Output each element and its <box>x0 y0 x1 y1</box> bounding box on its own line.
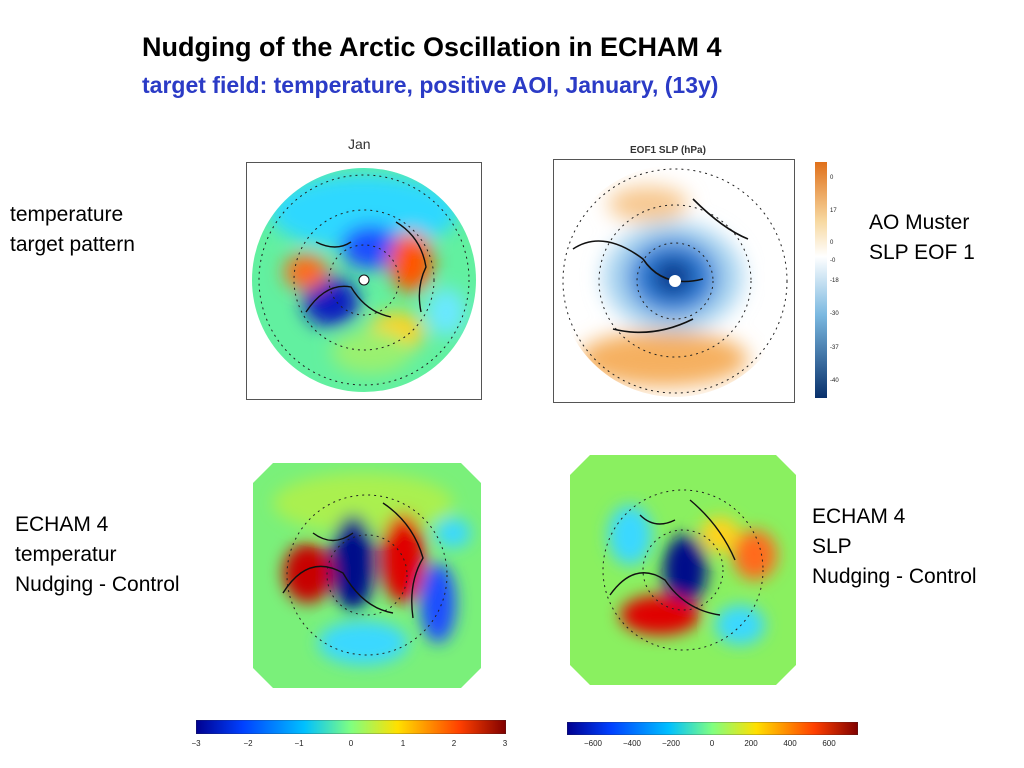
map-title-eof1: EOF1 SLP (hPa) <box>630 145 706 156</box>
slp-eof1-map <box>553 159 795 403</box>
slide-subtitle: target field: temperature, positive AOI,… <box>142 72 719 98</box>
map-title-jan: Jan <box>348 136 371 152</box>
temperature-target-map <box>246 162 482 400</box>
slp-colorbar <box>566 721 859 740</box>
eof-colorbar <box>815 162 827 403</box>
caption-echam-slp: ECHAM 4 SLP Nudging - Control <box>812 505 977 588</box>
echam-slp-map <box>570 455 796 685</box>
caption-echam-temperature: ECHAM 4 temperatur Nudging - Control <box>15 513 180 596</box>
temperature-colorbar <box>195 719 507 739</box>
echam-temperature-map <box>253 463 481 688</box>
slide-title: Nudging of the Arctic Oscillation in ECH… <box>142 32 722 62</box>
caption-temperature-target: temperature target pattern <box>10 203 135 256</box>
caption-ao-muster: AO Muster SLP EOF 1 <box>869 211 975 264</box>
